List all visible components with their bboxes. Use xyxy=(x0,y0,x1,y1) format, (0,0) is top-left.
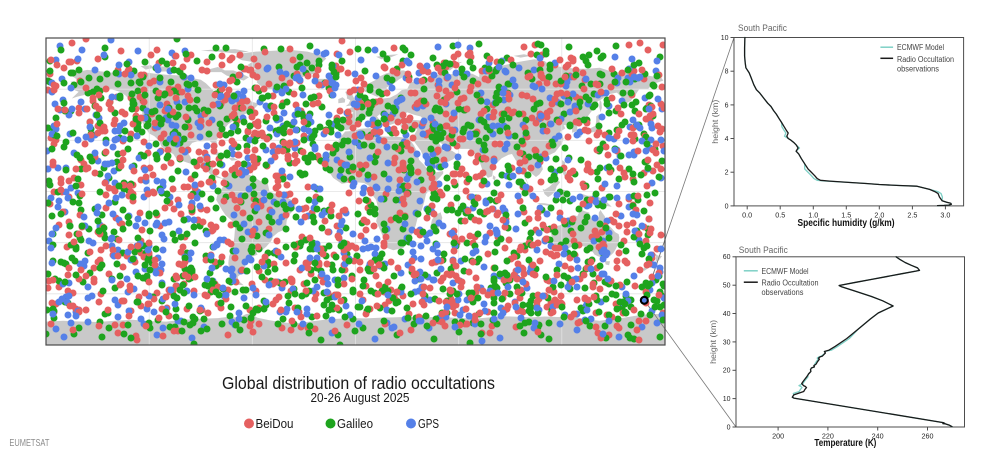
svg-text:8: 8 xyxy=(725,69,729,76)
svg-text:240: 240 xyxy=(872,434,884,441)
svg-text:Radio Occultation: Radio Occultation xyxy=(897,55,954,64)
svg-text:0: 0 xyxy=(727,424,731,431)
svg-text:30: 30 xyxy=(723,339,731,346)
svg-text:260: 260 xyxy=(921,434,933,441)
svg-text:10: 10 xyxy=(721,35,729,42)
svg-text:2: 2 xyxy=(725,170,729,177)
svg-text:60: 60 xyxy=(723,254,731,261)
svg-text:ECMWF Model: ECMWF Model xyxy=(897,43,944,52)
svg-text:GPS: GPS xyxy=(418,416,439,431)
svg-text:20-26 August 2025: 20-26 August 2025 xyxy=(311,390,410,405)
svg-text:2.5: 2.5 xyxy=(907,212,917,219)
svg-text:observations: observations xyxy=(897,65,939,74)
svg-text:10: 10 xyxy=(723,396,731,403)
svg-text:Global distribution of radio o: Global distribution of radio occultation… xyxy=(222,373,495,393)
svg-text:Radio Occultation: Radio Occultation xyxy=(762,278,819,287)
svg-text:1.0: 1.0 xyxy=(808,212,818,219)
svg-text:height (km): height (km) xyxy=(708,320,718,364)
svg-text:20: 20 xyxy=(723,368,731,375)
svg-text:40: 40 xyxy=(723,311,731,318)
svg-text:220: 220 xyxy=(822,434,834,441)
svg-text:3.0: 3.0 xyxy=(940,212,950,219)
svg-text:BeiDou: BeiDou xyxy=(256,416,294,431)
svg-text:200: 200 xyxy=(772,434,784,441)
svg-text:EUMETSAT: EUMETSAT xyxy=(9,438,49,449)
svg-text:South Pacific: South Pacific xyxy=(738,23,787,34)
svg-text:2.0: 2.0 xyxy=(874,212,884,219)
svg-text:1.5: 1.5 xyxy=(841,212,851,219)
svg-text:4: 4 xyxy=(725,136,729,143)
svg-text:0: 0 xyxy=(725,203,729,210)
svg-text:observations: observations xyxy=(762,288,804,297)
svg-text:Specific humidity (g/km): Specific humidity (g/km) xyxy=(798,217,895,229)
svg-text:ECMWF Model: ECMWF Model xyxy=(762,267,809,276)
svg-text:height (km): height (km) xyxy=(710,100,720,144)
svg-text:South Pacific: South Pacific xyxy=(739,245,788,256)
svg-text:Galileo: Galileo xyxy=(337,416,373,431)
svg-text:6: 6 xyxy=(725,102,729,109)
svg-text:Temperature (K): Temperature (K) xyxy=(814,437,876,449)
svg-text:50: 50 xyxy=(723,283,731,290)
svg-text:0.5: 0.5 xyxy=(775,212,785,219)
svg-text:0.0: 0.0 xyxy=(742,212,752,219)
